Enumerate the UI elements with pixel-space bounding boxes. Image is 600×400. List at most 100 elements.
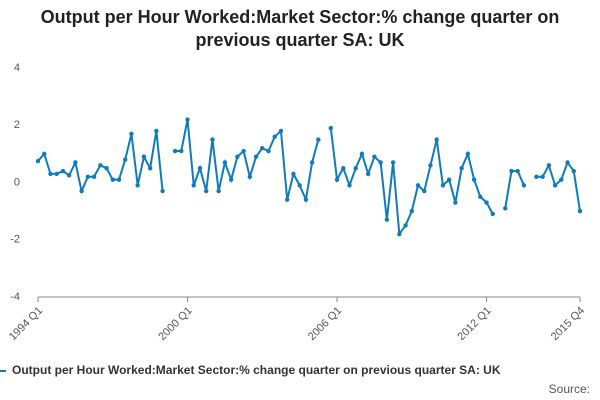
- point: [185, 117, 190, 122]
- point: [540, 174, 545, 179]
- point: [241, 148, 246, 154]
- point: [291, 171, 296, 177]
- point: [129, 131, 134, 137]
- point: [334, 177, 340, 182]
- point: [471, 177, 477, 182]
- point: [278, 128, 284, 134]
- y-tick-label: 0: [14, 176, 20, 188]
- point: [490, 211, 495, 217]
- point: [135, 183, 140, 188]
- point: [415, 183, 421, 188]
- point: [297, 183, 302, 188]
- point: [465, 151, 471, 157]
- point: [235, 154, 240, 159]
- point: [397, 231, 402, 237]
- point: [253, 154, 259, 159]
- point: [509, 168, 514, 174]
- point: [91, 174, 97, 179]
- point: [79, 188, 84, 194]
- y-tick-label: -4: [10, 291, 20, 303]
- point: [484, 200, 489, 205]
- point: [521, 183, 527, 188]
- point: [260, 145, 265, 151]
- point: [453, 200, 458, 205]
- y-tick-label: 2: [14, 119, 20, 131]
- point: [534, 174, 539, 179]
- point: [66, 173, 72, 178]
- x-tick-label: 2012 Q1: [455, 305, 493, 343]
- point: [247, 174, 253, 179]
- point: [446, 177, 452, 182]
- point: [546, 163, 552, 168]
- point: [347, 183, 352, 188]
- point: [440, 183, 446, 188]
- point: [284, 197, 290, 202]
- point: [197, 165, 203, 171]
- x-tick-label: 2006 Q1: [306, 305, 344, 343]
- point: [552, 183, 558, 188]
- point: [503, 206, 508, 211]
- point: [459, 165, 464, 171]
- point: [303, 197, 309, 202]
- point: [48, 171, 53, 177]
- point: [116, 177, 122, 182]
- point: [341, 165, 346, 171]
- y-tick-label: -2: [10, 234, 20, 246]
- legend-label: Output per Hour Worked:Market Sector:% c…: [12, 363, 501, 377]
- line: [329, 127, 494, 237]
- point: [54, 171, 59, 177]
- point: [565, 160, 570, 165]
- point: [390, 160, 396, 165]
- point: [154, 128, 159, 134]
- x-tick-label: 1994 Q1: [7, 305, 45, 343]
- source: Source:: [549, 382, 590, 396]
- point: [478, 194, 483, 200]
- point: [359, 151, 365, 157]
- point: [577, 208, 583, 214]
- point: [204, 188, 209, 194]
- line: [504, 170, 525, 209]
- point: [210, 137, 215, 142]
- point: [228, 177, 234, 182]
- point: [191, 183, 196, 188]
- point: [216, 188, 221, 194]
- point: [222, 160, 228, 165]
- line: [37, 130, 164, 195]
- point: [147, 165, 153, 171]
- point: [353, 165, 358, 171]
- point: [141, 154, 147, 159]
- point: [309, 160, 315, 165]
- point: [110, 177, 115, 182]
- point: [60, 168, 66, 174]
- point: [160, 188, 165, 194]
- point: [384, 217, 390, 222]
- point: [328, 125, 334, 131]
- point: [378, 160, 383, 165]
- point: [104, 165, 109, 171]
- point: [422, 188, 427, 194]
- point: [266, 148, 271, 154]
- point: [571, 168, 576, 174]
- point: [559, 177, 564, 182]
- x-tick-label: 2015 Q4: [549, 305, 587, 343]
- point: [409, 208, 414, 214]
- point: [123, 157, 128, 162]
- y-tick-label: 4: [14, 62, 20, 74]
- point: [35, 158, 41, 164]
- chart-title: Output per Hour Worked:Market Sector:% c…: [40, 7, 560, 50]
- point: [403, 223, 408, 228]
- point: [365, 171, 371, 177]
- point: [428, 163, 433, 168]
- point: [98, 163, 103, 168]
- point: [179, 148, 184, 154]
- point: [434, 137, 439, 142]
- point: [316, 137, 321, 142]
- point: [172, 148, 178, 154]
- line: [175, 119, 320, 204]
- point: [272, 134, 277, 139]
- point: [73, 160, 78, 165]
- point: [85, 174, 91, 179]
- point: [515, 168, 520, 174]
